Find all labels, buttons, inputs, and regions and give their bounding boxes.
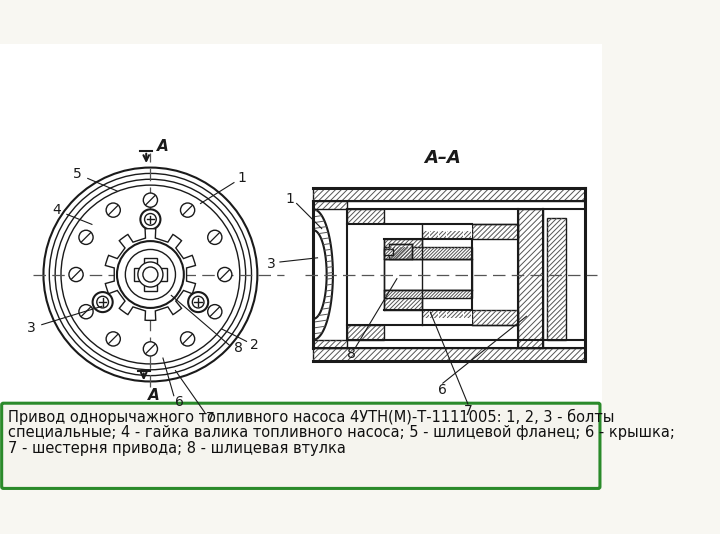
Bar	[313, 189, 585, 201]
Bar	[455, 231, 463, 239]
Text: А: А	[157, 139, 169, 154]
Bar	[347, 325, 384, 340]
Text: специальные; 4 - гайка валика топливного насоса; 5 - шлицевой фланец; 6 - крышка: специальные; 4 - гайка валика топливного…	[9, 425, 675, 440]
Text: 8: 8	[346, 347, 356, 361]
Circle shape	[79, 304, 93, 319]
Bar	[447, 310, 454, 318]
Text: 1: 1	[238, 171, 247, 185]
Circle shape	[106, 203, 120, 217]
Circle shape	[188, 292, 208, 312]
Circle shape	[96, 296, 109, 308]
Bar	[384, 249, 392, 255]
Bar	[384, 247, 472, 260]
Circle shape	[207, 304, 222, 319]
Text: 4: 4	[53, 203, 61, 217]
Bar	[422, 310, 430, 318]
Bar	[518, 209, 543, 348]
Bar	[447, 231, 454, 239]
Bar	[464, 310, 472, 318]
Bar	[431, 231, 438, 239]
Text: 1: 1	[286, 192, 294, 206]
Text: А–А: А–А	[425, 148, 462, 167]
Text: 6: 6	[175, 395, 184, 409]
Circle shape	[69, 268, 83, 281]
Text: 3: 3	[27, 321, 36, 335]
Bar	[438, 231, 446, 239]
Text: 2: 2	[251, 337, 259, 352]
Circle shape	[181, 203, 194, 217]
Text: 5: 5	[73, 167, 81, 181]
Circle shape	[217, 268, 232, 281]
Text: 6: 6	[438, 383, 447, 397]
Circle shape	[181, 332, 194, 346]
Bar	[547, 218, 566, 340]
Text: А: А	[148, 388, 160, 403]
Text: 7: 7	[464, 404, 472, 418]
Circle shape	[106, 332, 120, 346]
Text: 8: 8	[234, 341, 243, 355]
Circle shape	[138, 262, 163, 287]
Circle shape	[55, 179, 246, 370]
Bar	[384, 239, 422, 260]
Text: 7: 7	[206, 411, 215, 425]
Bar	[472, 310, 518, 325]
Circle shape	[49, 174, 251, 375]
Circle shape	[61, 185, 240, 364]
Bar	[347, 224, 472, 325]
Bar	[438, 310, 446, 318]
Polygon shape	[105, 229, 195, 320]
Bar	[472, 224, 518, 239]
Bar	[384, 289, 472, 297]
Text: 3: 3	[267, 257, 276, 271]
Polygon shape	[313, 209, 333, 340]
Circle shape	[192, 296, 204, 308]
Circle shape	[93, 292, 112, 312]
Bar	[313, 348, 585, 360]
Polygon shape	[134, 258, 167, 291]
Bar	[313, 340, 347, 348]
Text: Привод однорычажного топливного насоса 4УТН(М)-Т-1111005: 1, 2, 3 - болты: Привод однорычажного топливного насоса 4…	[9, 409, 615, 425]
Circle shape	[207, 230, 222, 245]
Bar	[0, 44, 602, 402]
FancyBboxPatch shape	[1, 403, 600, 489]
Bar	[389, 245, 412, 260]
Circle shape	[117, 241, 184, 308]
Bar	[384, 289, 422, 310]
Bar	[313, 201, 347, 209]
Circle shape	[79, 230, 93, 245]
Circle shape	[143, 342, 158, 356]
Circle shape	[145, 214, 156, 225]
Bar	[431, 310, 438, 318]
Circle shape	[143, 267, 158, 282]
Circle shape	[43, 168, 257, 381]
Bar	[455, 310, 463, 318]
Bar	[464, 231, 472, 239]
Circle shape	[140, 209, 161, 230]
Circle shape	[125, 249, 176, 300]
Bar	[422, 231, 430, 239]
Bar	[384, 260, 472, 289]
Bar	[347, 209, 384, 224]
Text: 7 - шестерня привода; 8 - шлицевая втулка: 7 - шестерня привода; 8 - шлицевая втулк…	[9, 441, 346, 456]
Circle shape	[143, 193, 158, 207]
